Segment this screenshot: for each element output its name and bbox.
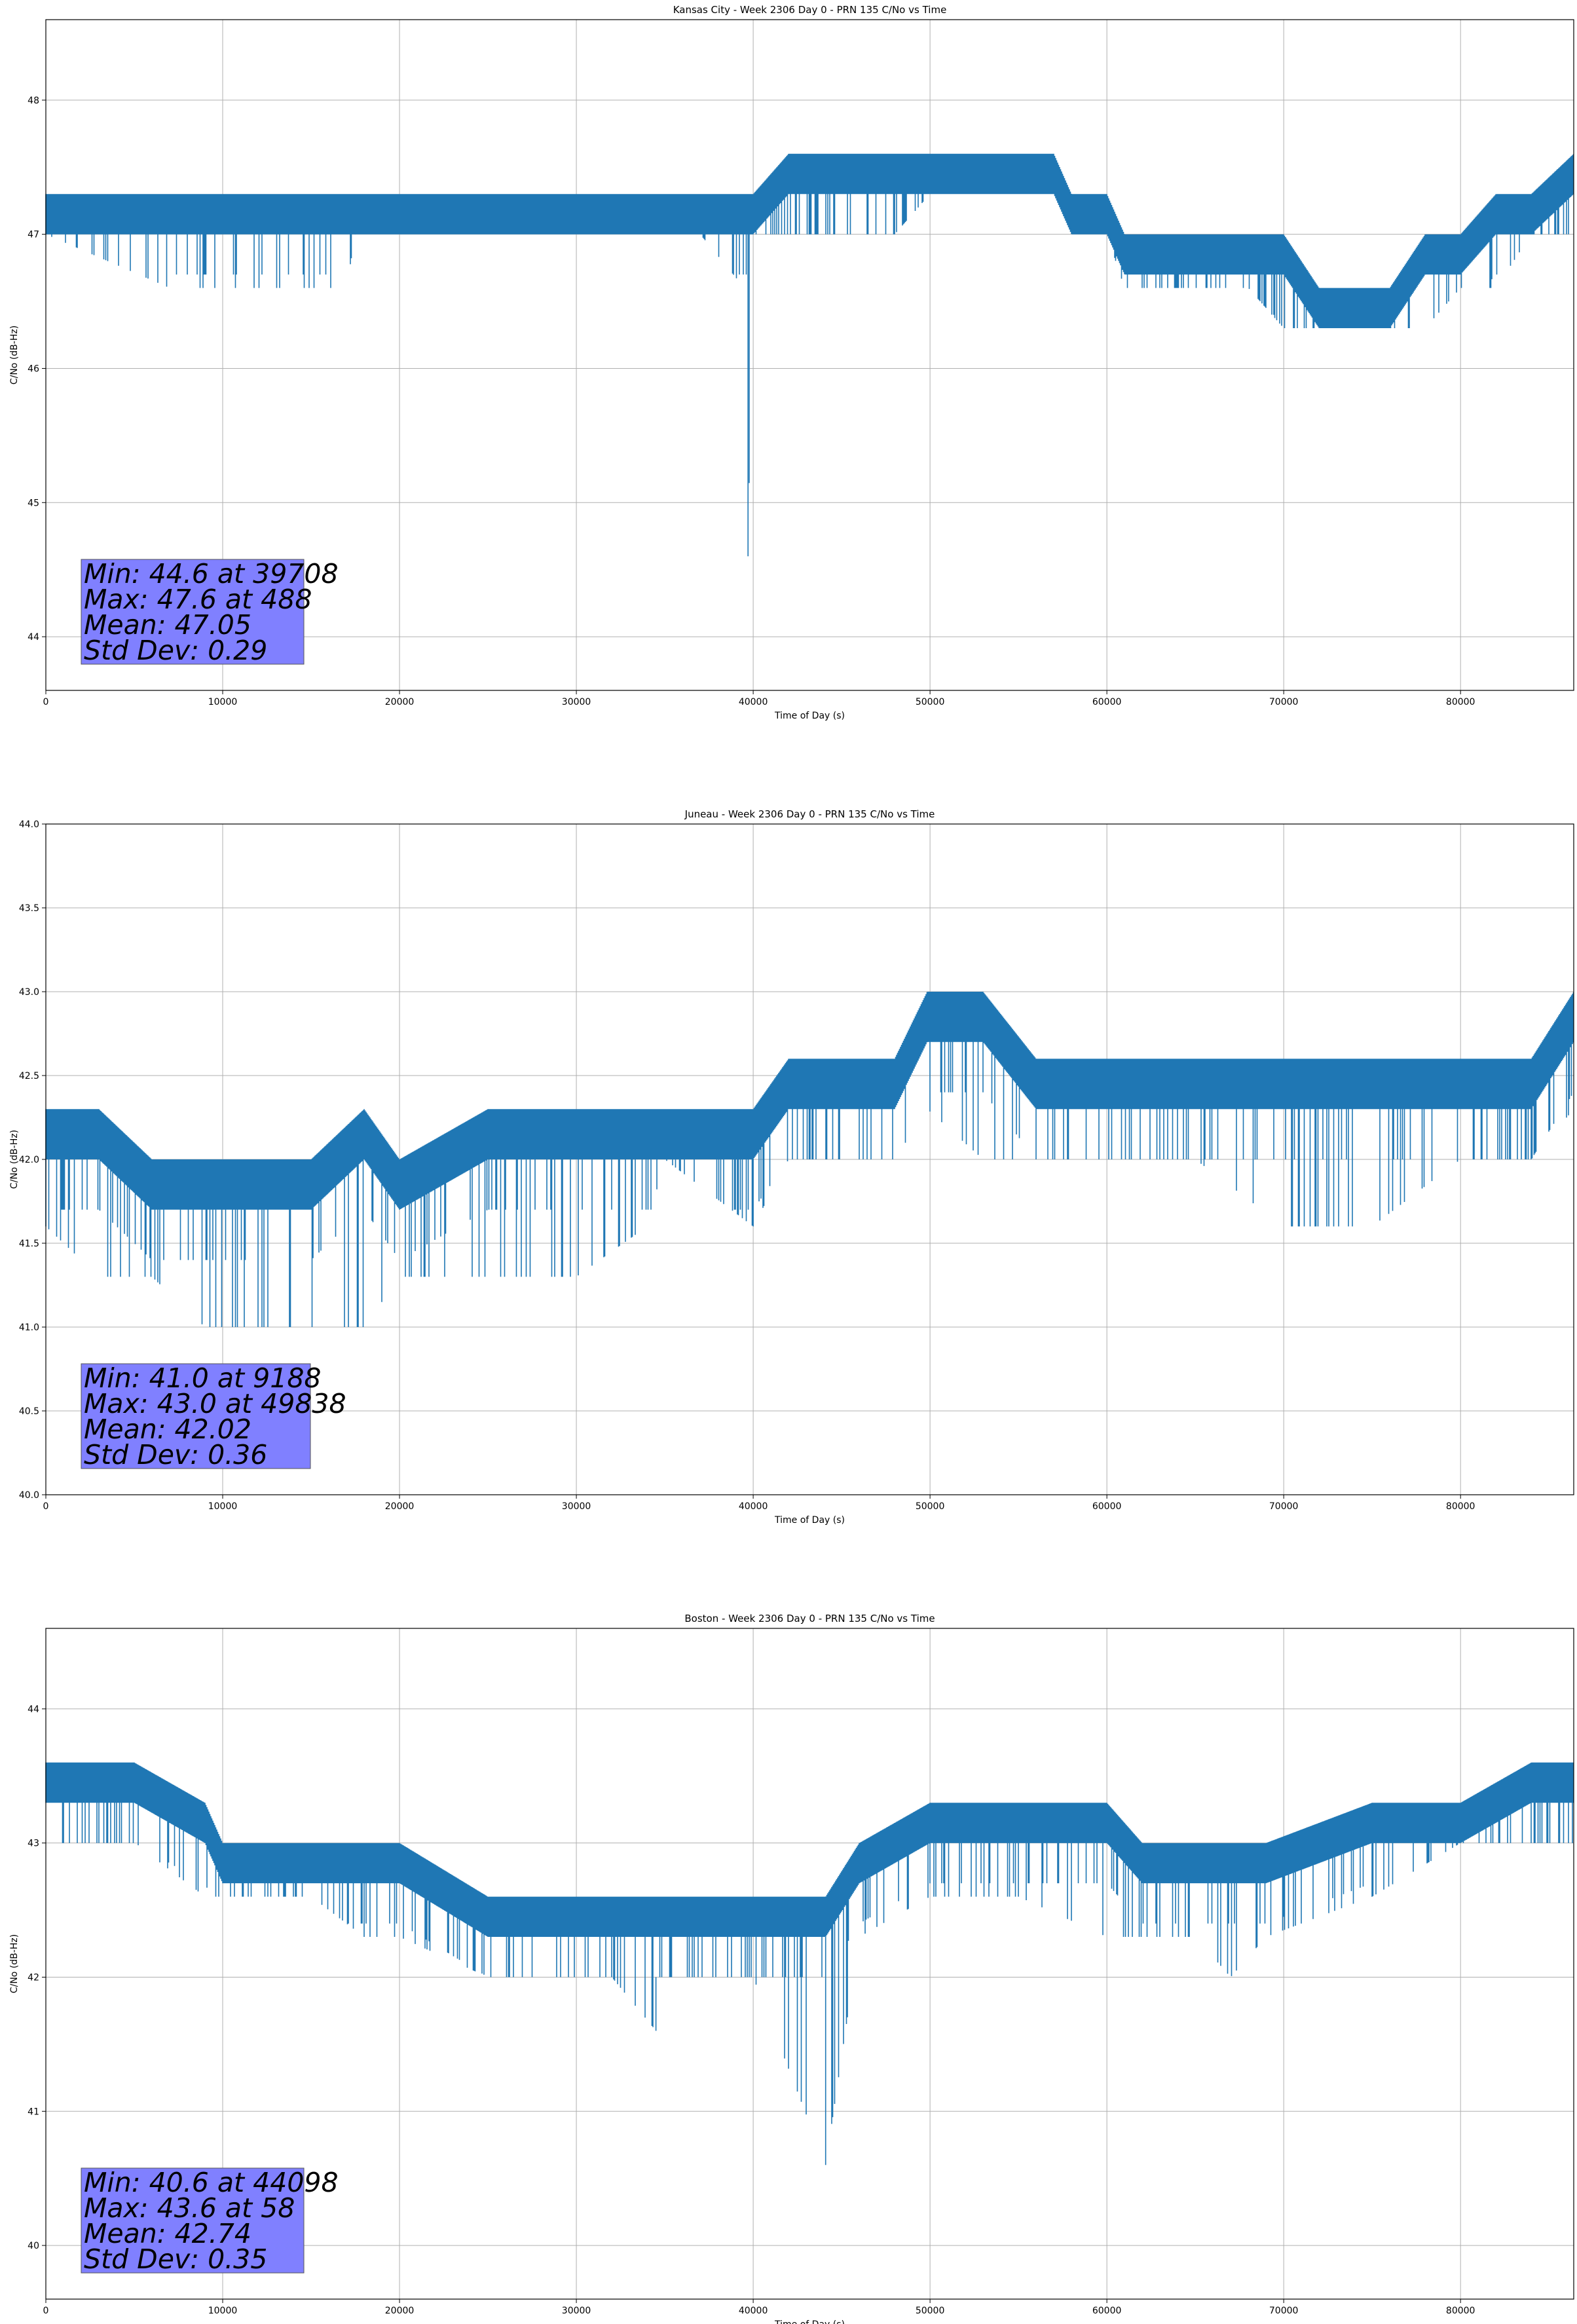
y-tick-label: 44.0 bbox=[19, 819, 39, 830]
y-tick-label: 42.5 bbox=[19, 1071, 39, 1081]
x-tick-label: 30000 bbox=[562, 1501, 591, 1512]
y-tick-label: 40.5 bbox=[19, 1406, 39, 1417]
x-tick-label: 60000 bbox=[1092, 2306, 1122, 2316]
chart-title: Juneau - Week 2306 Day 0 - PRN 135 C/No … bbox=[684, 808, 935, 820]
chart-title: Kansas City - Week 2306 Day 0 - PRN 135 … bbox=[673, 4, 947, 16]
stats-line: Max: 47.6 at 488 bbox=[84, 584, 312, 615]
x-tick-label: 60000 bbox=[1092, 1501, 1122, 1512]
stats-line: Max: 43.6 at 58 bbox=[84, 2192, 295, 2224]
stats-line: Std Dev: 0.36 bbox=[84, 1439, 267, 1471]
y-tick-label: 42.0 bbox=[19, 1155, 39, 1165]
chart-panel-0: Kansas City - Week 2306 Day 0 - PRN 135 … bbox=[9, 4, 1574, 721]
x-tick-label: 20000 bbox=[385, 697, 415, 707]
x-tick-label: 50000 bbox=[916, 2306, 945, 2316]
x-tick-label: 0 bbox=[43, 697, 49, 707]
stats-line: Min: 41.0 at 9188 bbox=[84, 1362, 322, 1394]
y-axis-label: C/No (dB-Hz) bbox=[9, 1934, 20, 1993]
axes-frame bbox=[45, 19, 1574, 691]
y-tick-label: 43 bbox=[28, 1839, 39, 1849]
y-axis-label: C/No (dB-Hz) bbox=[9, 326, 20, 384]
x-tick-label: 70000 bbox=[1269, 1501, 1299, 1512]
stats-line: Std Dev: 0.35 bbox=[84, 2243, 267, 2275]
x-tick-label: 70000 bbox=[1269, 2306, 1299, 2316]
y-tick-label: 45 bbox=[28, 498, 39, 508]
y-tick-label: 40.0 bbox=[19, 1490, 39, 1501]
y-tick-label: 48 bbox=[28, 96, 39, 106]
stats-line: Std Dev: 0.29 bbox=[84, 635, 267, 666]
x-tick-label: 0 bbox=[43, 2306, 49, 2316]
data-series-line bbox=[45, 1762, 1574, 2165]
chart-panel-1: Juneau - Week 2306 Day 0 - PRN 135 C/No … bbox=[9, 808, 1574, 1526]
y-tick-label: 44 bbox=[28, 1704, 39, 1715]
x-tick-label: 40000 bbox=[739, 697, 768, 707]
y-axis-label: C/No (dB-Hz) bbox=[9, 1130, 20, 1189]
stats-line: Mean: 42.74 bbox=[84, 2218, 251, 2249]
stats-box-background bbox=[81, 2167, 305, 2274]
x-tick-label: 10000 bbox=[208, 2306, 238, 2316]
stats-line: Min: 40.6 at 44098 bbox=[84, 2167, 339, 2198]
x-tick-label: 80000 bbox=[1446, 1501, 1475, 1512]
x-tick-label: 10000 bbox=[208, 697, 238, 707]
x-tick-label: 50000 bbox=[916, 1501, 945, 1512]
y-tick-label: 42 bbox=[28, 1972, 39, 1983]
x-tick-label: 30000 bbox=[562, 697, 591, 707]
y-tick-label: 46 bbox=[28, 364, 39, 374]
x-axis-label: Time of Day (s) bbox=[774, 2319, 845, 2324]
x-axis-label: Time of Day (s) bbox=[774, 711, 845, 721]
y-tick-label: 41 bbox=[28, 2107, 39, 2117]
stats-line: Max: 43.0 at 49838 bbox=[84, 1388, 346, 1419]
x-tick-label: 40000 bbox=[739, 2306, 768, 2316]
x-tick-label: 20000 bbox=[385, 2306, 415, 2316]
stats-line: Mean: 42.02 bbox=[84, 1414, 251, 1445]
y-tick-label: 41.0 bbox=[19, 1322, 39, 1333]
y-tick-label: 40 bbox=[28, 2241, 39, 2251]
x-tick-label: 70000 bbox=[1269, 697, 1299, 707]
x-tick-label: 80000 bbox=[1446, 697, 1475, 707]
y-tick-label: 43.0 bbox=[19, 987, 39, 998]
y-tick-label: 41.5 bbox=[19, 1239, 39, 1249]
x-tick-label: 20000 bbox=[385, 1501, 415, 1512]
y-tick-label: 44 bbox=[28, 632, 39, 643]
stats-box-background bbox=[81, 559, 305, 665]
x-tick-label: 60000 bbox=[1092, 697, 1122, 707]
x-tick-label: 40000 bbox=[739, 1501, 768, 1512]
stats-line: Min: 44.6 at 39708 bbox=[84, 558, 339, 590]
stats-box-background bbox=[81, 1363, 311, 1469]
x-axis-label: Time of Day (s) bbox=[774, 1515, 845, 1526]
data-series-line bbox=[45, 153, 1574, 557]
x-tick-label: 50000 bbox=[916, 697, 945, 707]
chart-title: Boston - Week 2306 Day 0 - PRN 135 C/No … bbox=[684, 1613, 935, 1624]
chart-panel-2: Boston - Week 2306 Day 0 - PRN 135 C/No … bbox=[9, 1613, 1574, 2324]
y-tick-label: 47 bbox=[28, 230, 39, 240]
x-tick-label: 0 bbox=[43, 1501, 49, 1512]
stats-line: Mean: 47.05 bbox=[84, 609, 251, 641]
x-tick-label: 10000 bbox=[208, 1501, 238, 1512]
axes-frame bbox=[45, 1628, 1574, 2300]
y-tick-label: 43.5 bbox=[19, 903, 39, 914]
x-tick-label: 80000 bbox=[1446, 2306, 1475, 2316]
x-tick-label: 30000 bbox=[562, 2306, 591, 2316]
